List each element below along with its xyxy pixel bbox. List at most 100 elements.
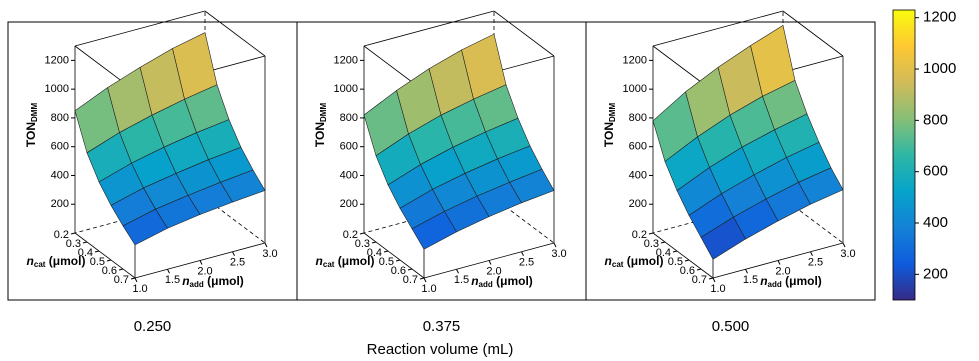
label-main: n [316,254,323,268]
box-edge [652,10,784,47]
cat-tick-label: 0.3 [66,238,81,250]
colorbar-tick-label: 1200 [923,9,956,26]
add-tick [134,277,138,283]
panel-label: 0.250 [134,318,172,335]
box-edge [363,10,495,47]
add-tick [232,251,235,256]
cat-axis-label: ncat (μmol) [27,254,86,269]
add-tick-label: 1.0 [421,283,436,295]
cat-tick [130,277,136,280]
axis-line [363,232,425,279]
label-unit: (μmol) [204,274,244,288]
add-axis-label: nadd (μmol) [182,274,244,289]
panel-label: 0.500 [712,318,750,335]
cat-tick-label: 0.4 [367,247,382,259]
cat-tick [395,259,401,262]
add-tick-label: 3.0 [551,248,566,260]
add-tick [745,269,748,274]
cat-tick-label: 0.2 [54,229,69,241]
cat-tick [708,277,714,280]
add-tick-label: 1.5 [454,274,469,286]
cat-tick-label: 0.7 [692,274,707,286]
add-tick-label: 1.5 [743,274,758,286]
colorbar-tick-label: 1000 [923,60,956,77]
cat-tick-label: 0.7 [114,274,129,286]
add-tick [423,277,427,283]
z-tick-label: 400 [51,169,69,181]
add-tick [264,242,268,248]
label-unit: (μmol) [334,254,374,268]
cat-tick [70,232,76,235]
add-tick [712,277,716,283]
colorbar-tick-label: 800 [923,111,948,128]
add-tick-label: 2.0 [197,265,212,277]
box-edge [74,10,206,47]
cat-tick-label: 0.3 [355,238,370,250]
cat-tick [672,250,678,253]
label-unit: (μmol) [45,254,85,268]
label-main: n [27,254,34,268]
label-sub: cat [612,260,624,269]
add-tick-label: 1.5 [165,274,180,286]
surface-cell [122,208,168,246]
panel-label: 0.375 [423,318,461,335]
z-tick-label: 800 [51,112,69,124]
colorbar-tick-label: 400 [923,214,948,231]
add-tick-label: 2.5 [519,257,534,269]
add-axis-label: nadd (μmol) [471,274,533,289]
panel: 200400600800100012000.20.30.40.50.60.71.… [7,10,298,301]
box-edge [782,197,844,244]
cat-tick [660,241,666,244]
z-tick-label: 400 [340,169,358,181]
surface-cell [411,210,457,250]
z-tick-label: 1000 [334,83,358,95]
z-axis-label: TONDMM [313,103,328,148]
cat-tick [696,268,702,271]
cat-tick-label: 0.3 [644,238,659,250]
cat-tick-label: 0.2 [632,229,647,241]
add-tick-label: 2.0 [486,265,501,277]
axis-line [74,232,136,279]
z-axis-label: TONDMM [24,103,39,148]
cat-tick [383,250,389,253]
label-sub: DMM [30,103,39,122]
add-tick [842,242,846,248]
cat-axis-label: ncat (μmol) [316,254,375,269]
z-tick-label: 200 [629,198,647,210]
z-tick-label: 1000 [45,83,69,95]
label-sub: cat [323,260,335,269]
add-tick [777,260,781,265]
cat-tick [106,259,112,262]
z-tick-label: 1200 [334,54,358,66]
label-sub: cat [34,260,46,269]
add-axis-label: nadd (μmol) [760,274,822,289]
add-tick [456,269,459,274]
cat-tick-label: 0.2 [343,229,358,241]
add-tick-label: 2.5 [808,257,823,269]
add-tick-label: 2.5 [230,257,245,269]
cat-tick-label: 0.7 [403,274,418,286]
x-axis-label: Reaction volume (mL) [367,341,514,358]
surface-cell [700,216,746,260]
label-sub: DMM [319,103,328,122]
add-tick [553,242,557,248]
label-unit: (μmol) [623,254,663,268]
add-tick-label: 1.0 [132,283,147,295]
z-tick-label: 200 [340,198,358,210]
add-tick [167,269,170,274]
panel: 200400600800100012000.20.30.40.50.60.71.… [296,10,587,301]
label-main: n [182,274,189,288]
box-edge [782,10,844,57]
add-tick-label: 1.0 [710,283,725,295]
label-main: TON [313,122,327,147]
z-tick-label: 1000 [623,83,647,95]
z-tick-label: 600 [51,141,69,153]
add-tick [521,251,524,256]
label-main: n [760,274,767,288]
cat-tick [359,232,365,235]
z-tick-label: 1200 [45,54,69,66]
z-tick-label: 600 [629,141,647,153]
panel: 200400600800100012000.20.30.40.50.60.71.… [585,10,876,301]
label-sub: add [190,280,204,289]
